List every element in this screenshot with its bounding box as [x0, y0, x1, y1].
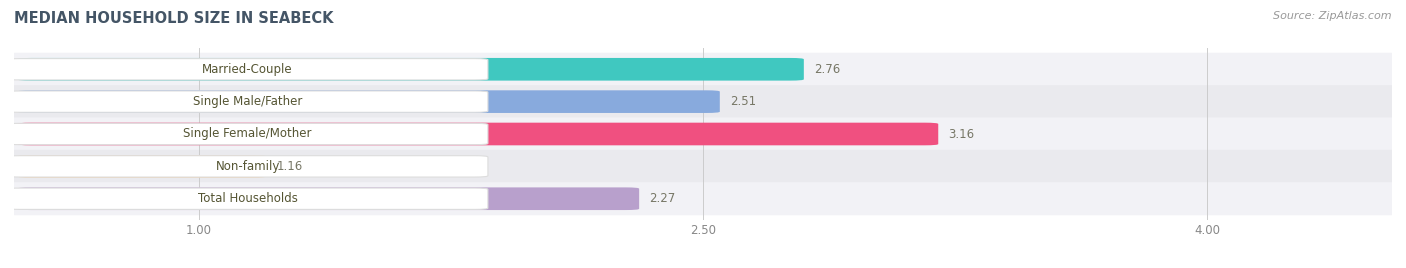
FancyBboxPatch shape — [17, 58, 804, 81]
Text: 2.51: 2.51 — [730, 95, 756, 108]
FancyBboxPatch shape — [17, 155, 266, 178]
FancyBboxPatch shape — [17, 187, 640, 210]
Text: MEDIAN HOUSEHOLD SIZE IN SEABECK: MEDIAN HOUSEHOLD SIZE IN SEABECK — [14, 11, 333, 26]
FancyBboxPatch shape — [7, 188, 488, 209]
FancyBboxPatch shape — [7, 156, 488, 177]
FancyBboxPatch shape — [7, 123, 488, 145]
Text: Source: ZipAtlas.com: Source: ZipAtlas.com — [1274, 11, 1392, 21]
FancyBboxPatch shape — [7, 59, 488, 80]
Text: 1.16: 1.16 — [276, 160, 302, 173]
FancyBboxPatch shape — [7, 91, 488, 112]
FancyBboxPatch shape — [17, 90, 720, 113]
Text: 3.16: 3.16 — [948, 128, 974, 140]
FancyBboxPatch shape — [4, 117, 1402, 151]
Text: Total Households: Total Households — [198, 192, 298, 205]
FancyBboxPatch shape — [4, 53, 1402, 86]
FancyBboxPatch shape — [17, 123, 938, 145]
Text: 2.27: 2.27 — [650, 192, 675, 205]
Text: 2.76: 2.76 — [814, 63, 841, 76]
Text: Non-family: Non-family — [215, 160, 280, 173]
FancyBboxPatch shape — [4, 150, 1402, 183]
FancyBboxPatch shape — [4, 85, 1402, 118]
Text: Single Female/Mother: Single Female/Mother — [183, 128, 312, 140]
Text: Single Male/Father: Single Male/Father — [193, 95, 302, 108]
Text: Married-Couple: Married-Couple — [202, 63, 292, 76]
FancyBboxPatch shape — [4, 182, 1402, 215]
